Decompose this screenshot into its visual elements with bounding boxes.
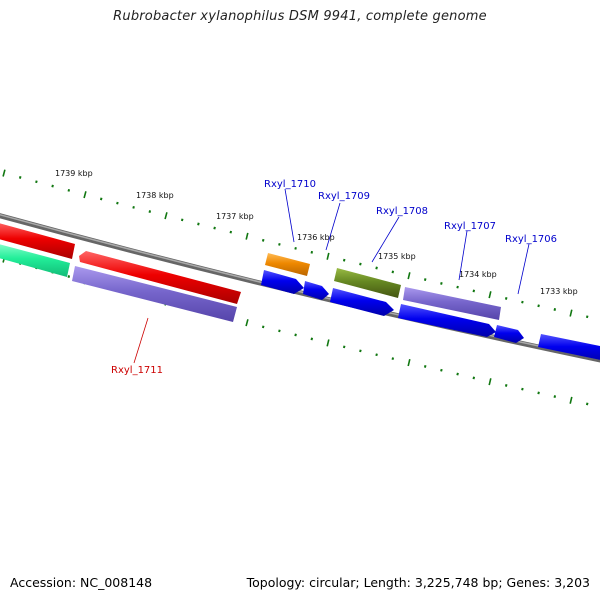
svg-text:Rxyl_1710: Rxyl_1710 — [264, 179, 316, 190]
major-tick — [326, 252, 330, 260]
major-tick — [245, 232, 249, 240]
minor-tick — [342, 258, 346, 262]
gene-feature-rxyl-1708[interactable] — [334, 268, 401, 298]
major-tick — [245, 319, 249, 327]
minor-tick — [521, 300, 524, 304]
gene-label-rxyl-1709[interactable]: Rxyl_1709 — [318, 191, 370, 251]
minor-tick — [504, 297, 508, 300]
outer-tick-track — [2, 169, 589, 319]
major-tick — [326, 339, 330, 347]
minor-tick — [375, 353, 378, 357]
minor-tick — [537, 391, 540, 395]
minor-tick — [472, 289, 476, 293]
major-tick — [488, 291, 492, 299]
major-tick — [2, 169, 6, 177]
gene-feature-blue-1[interactable] — [261, 270, 304, 294]
minor-tick — [99, 197, 103, 201]
minor-tick — [294, 246, 297, 250]
minor-tick — [278, 242, 281, 246]
minor-tick — [310, 250, 314, 254]
minor-tick — [359, 262, 362, 266]
minor-tick — [35, 180, 38, 184]
minor-tick — [261, 325, 265, 329]
kbp-label-1739: 1739 kbp — [55, 169, 93, 178]
minor-tick — [504, 384, 508, 387]
kbp-label-1737: 1737 kbp — [216, 212, 254, 221]
gene-feature-rxyl-1709[interactable] — [303, 281, 329, 300]
minor-tick — [116, 201, 119, 205]
gene-feature-purple-left[interactable] — [72, 266, 237, 322]
gene-label-rxyl-1710[interactable]: Rxyl_1710 — [264, 179, 316, 243]
major-tick — [164, 212, 168, 220]
minor-tick — [261, 238, 265, 242]
minor-tick — [67, 188, 71, 192]
gene-label-rxyl-1711[interactable]: Rxyl_1711 — [111, 317, 163, 376]
gene-label-rxyl-1708[interactable]: Rxyl_1708 — [371, 206, 428, 263]
gene-label-rxyl-1707[interactable]: Rxyl_1707 — [444, 221, 496, 281]
kbp-label-1736: 1736 kbp — [297, 233, 335, 242]
minor-tick — [537, 304, 540, 308]
gene-feature-teal[interactable] — [0, 243, 70, 277]
kbp-label-1735: 1735 kbp — [378, 252, 416, 261]
minor-tick — [553, 308, 557, 311]
minor-tick — [553, 395, 557, 399]
minor-tick — [18, 176, 22, 179]
minor-tick — [67, 275, 71, 278]
minor-tick — [213, 226, 216, 230]
svg-text:Rxyl_1707: Rxyl_1707 — [444, 221, 496, 232]
minor-tick — [51, 184, 54, 188]
minor-tick — [440, 368, 443, 372]
kbp-labels: 1739 kbp 1738 kbp 1737 kbp 1736 kbp 1735… — [55, 169, 578, 296]
minor-tick — [423, 278, 427, 281]
minor-tick — [391, 270, 395, 274]
major-tick — [569, 309, 573, 317]
major-tick — [569, 396, 573, 404]
minor-tick — [132, 205, 135, 209]
minor-tick — [180, 218, 184, 222]
genome-backbone — [0, 213, 600, 363]
minor-tick — [310, 337, 314, 341]
major-tick — [83, 191, 87, 199]
minor-tick — [585, 315, 589, 319]
minor-tick — [472, 376, 476, 380]
gene-feature-rxyl-1707[interactable] — [403, 287, 501, 320]
gene-feature-blue-4[interactable] — [398, 304, 496, 337]
minor-tick — [278, 329, 281, 333]
minor-tick — [375, 266, 378, 270]
map-title: Rubrobacter xylanophilus DSM 9941, compl… — [113, 9, 487, 24]
major-tick — [407, 359, 411, 367]
accession-text: Accession: NC_008148 — [10, 575, 153, 590]
svg-text:Rxyl_1708: Rxyl_1708 — [376, 206, 428, 217]
minor-tick — [197, 222, 200, 226]
minor-tick — [456, 372, 459, 376]
minor-tick — [423, 365, 427, 368]
minor-tick — [294, 333, 297, 337]
svg-text:Rxyl_1711: Rxyl_1711 — [111, 365, 163, 376]
major-tick — [407, 272, 411, 280]
minor-tick — [521, 387, 524, 391]
gene-feature-blue-6[interactable] — [538, 334, 600, 362]
svg-text:Rxyl_1709: Rxyl_1709 — [318, 191, 370, 202]
kbp-label-1733: 1733 kbp — [540, 287, 578, 296]
kbp-label-1738: 1738 kbp — [136, 191, 174, 200]
minor-tick — [229, 230, 233, 234]
minor-tick — [342, 345, 346, 349]
minor-tick — [391, 357, 395, 361]
major-tick — [488, 378, 492, 386]
gene-feature-blue-3[interactable] — [330, 288, 394, 316]
minor-tick — [456, 285, 459, 289]
svg-text:Rxyl_1706: Rxyl_1706 — [505, 234, 557, 245]
gene-feature-red-1[interactable] — [0, 222, 75, 259]
gene-feature-rxyl-1706[interactable] — [494, 325, 524, 343]
gene-feature-rxyl-1711[interactable] — [79, 251, 241, 304]
minor-tick — [359, 349, 362, 353]
kbp-label-1734: 1734 kbp — [459, 270, 497, 279]
gene-label-rxyl-1706[interactable]: Rxyl_1706 — [505, 234, 557, 295]
genome-summary-text: Topology: circular; Length: 3,225,748 bp… — [246, 575, 590, 590]
gene-feature-rxyl-1710[interactable] — [265, 253, 310, 276]
minor-tick — [440, 281, 443, 285]
minor-tick — [148, 210, 152, 213]
minor-tick — [585, 402, 589, 406]
